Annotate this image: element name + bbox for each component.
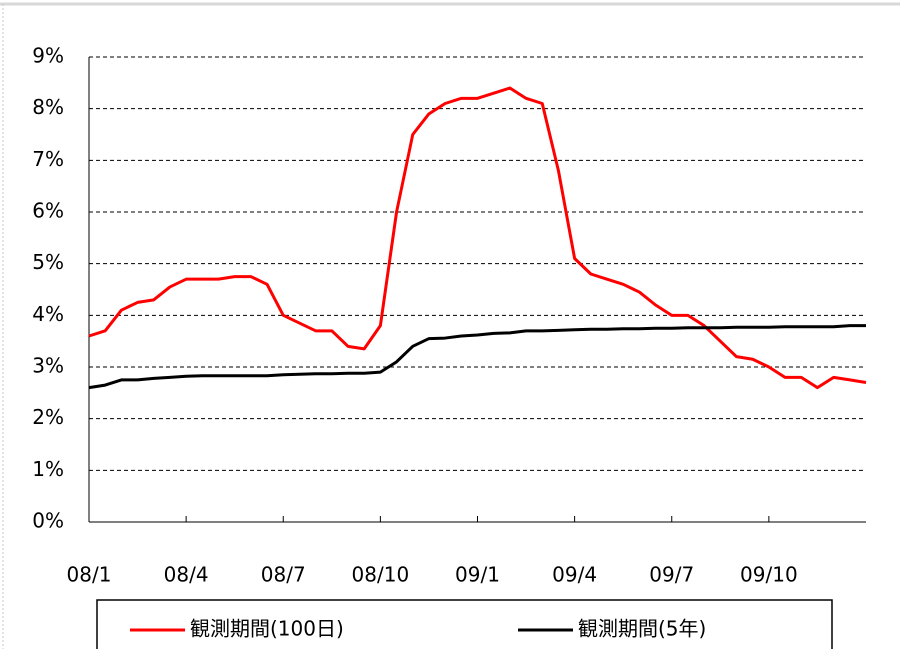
x-tick-label: 08/4 — [164, 563, 209, 587]
y-tick-label: 3% — [32, 354, 64, 378]
y-tick-label: 9% — [32, 44, 64, 68]
legend-label: 観測期間(100日) — [190, 617, 344, 641]
y-tick-label: 6% — [32, 199, 64, 223]
x-tick-label: 08/1 — [67, 563, 112, 587]
y-tick-label: 1% — [32, 457, 64, 481]
x-tick-label: 09/4 — [552, 563, 597, 587]
y-tick-label: 7% — [32, 147, 64, 171]
series-line — [88, 324, 866, 390]
x-tick-label: 09/10 — [740, 563, 798, 587]
y-tick-label: 8% — [32, 95, 64, 119]
y-tick-label: 5% — [32, 250, 64, 274]
x-tick-label: 08/10 — [352, 563, 410, 587]
legend-label: 観測期間(5年) — [578, 617, 706, 641]
y-tick-label: 0% — [32, 509, 64, 533]
y-tick-label: 4% — [32, 302, 64, 326]
x-tick-label: 08/7 — [261, 563, 306, 587]
legend-box — [96, 599, 833, 649]
y-tick-label: 2% — [32, 405, 64, 429]
x-tick-label: 09/7 — [649, 563, 694, 587]
series-line — [88, 86, 867, 390]
x-tick-label: 09/1 — [455, 563, 500, 587]
